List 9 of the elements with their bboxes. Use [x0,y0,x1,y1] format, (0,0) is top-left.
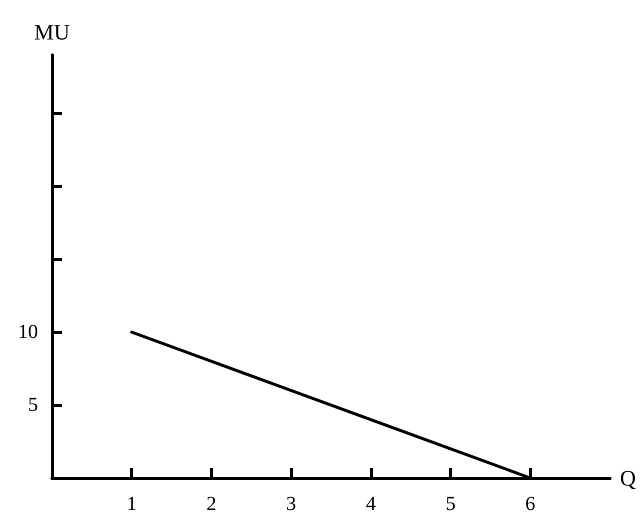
y-axis-title: MU [34,20,70,44]
x-axis-title: Q [620,466,636,490]
x-tick-label: 1 [126,493,137,515]
x-tick-label: 3 [286,493,296,515]
y-tick-label: 10 [18,321,38,344]
x-tick-label: 6 [525,493,536,515]
x-tick-label: 2 [206,493,216,515]
x-tick-label: 4 [366,493,376,515]
x-tick-label: 5 [446,493,456,515]
